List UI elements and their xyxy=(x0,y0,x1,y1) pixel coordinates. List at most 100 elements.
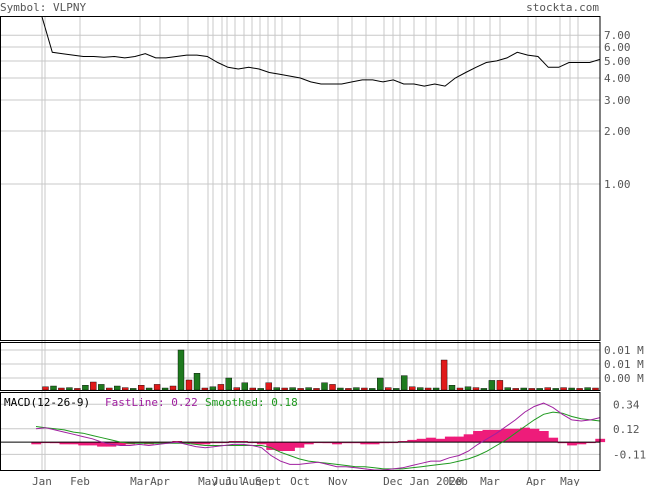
volume-bar xyxy=(313,388,320,391)
volume-bar xyxy=(432,387,440,391)
x-tick-label: Apr xyxy=(150,475,170,486)
volume-bar xyxy=(345,388,352,391)
volume-bar xyxy=(209,386,217,391)
volume-bar xyxy=(552,388,559,391)
volume-bar xyxy=(496,380,504,391)
x-tick-label: Jan 2020 xyxy=(410,475,463,486)
macd-fastline-label: FastLine: 0.22 xyxy=(105,396,198,409)
macd-histogram-bar xyxy=(426,437,436,443)
volume-bar xyxy=(233,387,241,391)
macd-fast-line xyxy=(35,402,601,471)
macd-histogram-bar xyxy=(78,442,89,446)
price-line xyxy=(41,16,601,87)
volume-bar xyxy=(353,387,360,391)
macd-histogram-bar xyxy=(87,442,98,446)
macd-histogram-bar xyxy=(181,442,192,444)
macd-histogram-bar xyxy=(97,442,107,447)
volume-bar xyxy=(225,377,233,391)
volume-tick-label: 0.00 M xyxy=(604,372,644,385)
macd-histogram-bar xyxy=(303,442,314,445)
macd-histogram-bar xyxy=(31,442,42,445)
volume-bar xyxy=(153,384,161,391)
volume-bar xyxy=(321,382,328,391)
macd-histogram-bar xyxy=(50,442,60,444)
x-tick-label: Mar xyxy=(130,475,150,486)
macd-histogram-bar xyxy=(557,442,568,444)
volume-bar xyxy=(472,387,480,391)
volume-bar xyxy=(464,386,472,391)
volume-bar xyxy=(424,387,432,391)
volume-bar xyxy=(121,387,129,391)
macd-histogram-bar xyxy=(322,442,333,444)
volume-bar xyxy=(129,388,137,391)
macd-histogram-bar xyxy=(482,429,493,443)
macd-histogram-bar xyxy=(407,439,418,443)
volume-bar xyxy=(393,388,400,391)
volume-bar xyxy=(592,387,599,391)
macd-histogram-bar xyxy=(435,438,446,443)
volume-bar xyxy=(98,384,105,391)
volume-bar xyxy=(74,388,81,391)
macd-tick-label: -0.11 xyxy=(613,448,646,461)
volume-bar xyxy=(576,388,583,391)
x-tick-label: May xyxy=(198,475,218,486)
volume-bar xyxy=(568,387,575,391)
macd-histogram-bar xyxy=(191,442,201,445)
volume-bar xyxy=(42,386,49,391)
volume-bar xyxy=(520,387,527,391)
volume-bar xyxy=(106,387,113,391)
volume-bar xyxy=(480,388,488,391)
volume-bar xyxy=(456,387,464,391)
volume-bar xyxy=(417,387,424,391)
volume-bar xyxy=(297,388,304,391)
volume-bar xyxy=(369,388,376,391)
volume-tick-label: 0.01 M xyxy=(604,344,644,357)
macd-histogram-bar xyxy=(285,442,295,451)
macd-histogram-bar xyxy=(350,442,361,444)
x-tick-label: Feb xyxy=(448,475,468,486)
volume-bar xyxy=(58,387,65,391)
price-tick-label: 1.00 xyxy=(604,178,631,191)
macd-histogram-bar xyxy=(576,442,587,445)
macd-histogram-bar xyxy=(332,442,342,445)
volume-bar xyxy=(512,388,519,391)
symbol-label: Symbol: VLPNY xyxy=(0,1,86,14)
volume-bar xyxy=(281,387,288,391)
macd-histogram-bar xyxy=(567,442,577,446)
x-tick-label: Jan xyxy=(32,475,52,486)
price-tick-label: 5.00 xyxy=(604,55,631,68)
macd-histogram-bar xyxy=(397,441,408,443)
price-tick-label: 4.00 xyxy=(604,72,631,85)
volume-bar xyxy=(113,385,121,391)
volume-bar xyxy=(584,387,591,391)
macd-histogram-bar xyxy=(200,442,211,445)
macd-histogram-bar xyxy=(369,442,380,445)
macd-tick-label: 0.12 xyxy=(613,423,640,436)
macd-histogram-bar xyxy=(520,427,530,443)
macd-histogram-bar xyxy=(68,442,79,445)
volume-bar xyxy=(440,359,448,391)
volume-bar xyxy=(90,381,97,391)
macd-histogram-bar xyxy=(341,442,352,444)
volume-bar xyxy=(241,382,249,391)
volume-bar xyxy=(361,387,368,391)
x-tick-label: Nov xyxy=(328,475,348,486)
volume-bar xyxy=(249,387,257,391)
volume-bar xyxy=(289,387,296,391)
x-tick-label: Feb xyxy=(70,475,90,486)
macd-histogram-bar xyxy=(172,441,183,443)
volume-bar xyxy=(273,387,280,391)
macd-smoothed-label: Smoothed: 0.18 xyxy=(205,396,298,409)
volume-bar xyxy=(544,387,551,391)
volume-bar xyxy=(337,387,344,391)
volume-bar xyxy=(536,388,543,391)
x-tick-label: Mar xyxy=(480,475,500,486)
macd-histogram-bar xyxy=(59,442,70,445)
volume-bar xyxy=(377,377,384,391)
volume-bar xyxy=(528,388,535,391)
macd-histogram-bar xyxy=(454,436,465,443)
x-tick-label: Jul xyxy=(225,475,245,486)
volume-bar xyxy=(265,382,272,391)
macd-histogram-bar xyxy=(209,442,220,444)
x-tick-label: May xyxy=(560,475,580,486)
